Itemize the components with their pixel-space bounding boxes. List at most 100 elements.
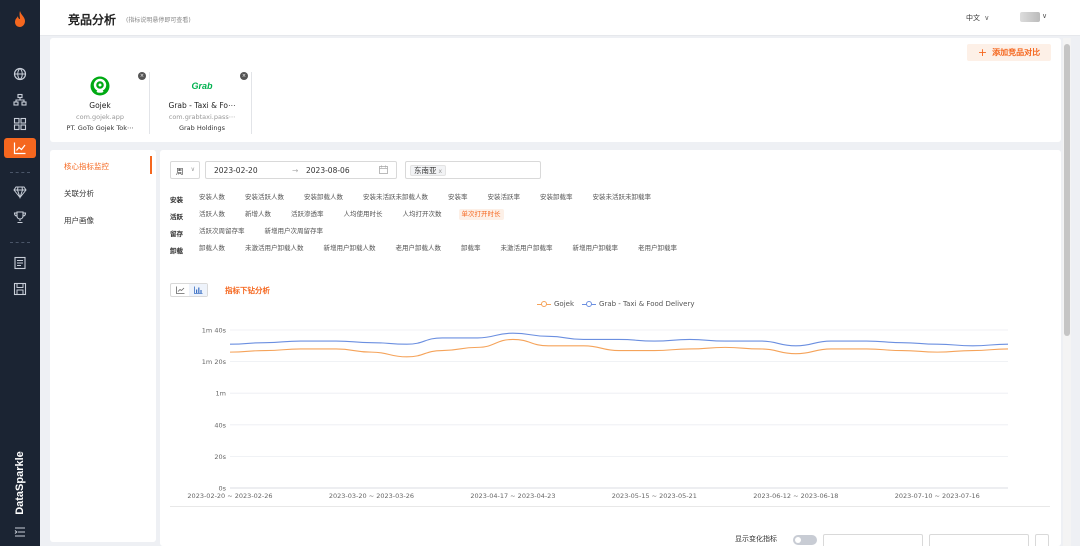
metric-item[interactable]: 单次打开时长 <box>458 209 504 220</box>
metric-item[interactable]: 安装卸载人数 <box>304 193 343 201</box>
close-icon[interactable]: × <box>138 72 146 80</box>
y-tick-label: 20s <box>214 453 226 461</box>
metric-group: 活跃 活跃人数 新增人数 活跃渗透率 人均使用时长 人均打开次数 单次打开时长 <box>170 209 1050 221</box>
top-header: 竞品分析 (指标说明悬停即可查看) 中文 ∨ ∨ <box>40 0 1080 36</box>
language-label: 中文 <box>966 14 980 22</box>
metric-item[interactable]: 安装未活跃未卸载率 <box>592 193 652 201</box>
x-tick-label: 2023-05-15 ~ 2023-05-21 <box>612 492 697 500</box>
metric-item[interactable]: 人均打开次数 <box>402 210 442 218</box>
avatar[interactable] <box>1020 12 1040 22</box>
scrollbar-thumb[interactable] <box>1064 44 1070 336</box>
line-chart: 0s 20s 40s 1m 1m 20s 1m 40s 2023-02-20 ~ 2023-… <box>187 327 1009 500</box>
bar-chart-icon[interactable] <box>189 284 207 296</box>
y-tick-label: 0s <box>218 485 226 493</box>
metric-item[interactable]: 卸载人数 <box>199 244 225 252</box>
app-card-grab[interactable]: × Grab Grab - Taxi & Fo⋯ com.grabtaxi.pa… <box>152 72 252 134</box>
subnav-item-correlation[interactable]: 关联分析 <box>64 189 94 198</box>
chevron-down-icon[interactable]: ∨ <box>1042 12 1048 20</box>
chart-bottom-controls: 显示变化指标 <box>735 534 1049 546</box>
period-select[interactable]: 周 ∨ <box>170 161 200 179</box>
line-chart-icon[interactable] <box>171 284 189 296</box>
metric-item[interactable]: 安装率 <box>448 193 468 201</box>
close-icon[interactable]: x <box>438 168 443 175</box>
add-competitor-button[interactable]: + 添加竞品对比 <box>967 44 1051 61</box>
card-divider <box>149 72 150 134</box>
save-icon[interactable] <box>13 282 27 296</box>
y-tick-label: 1m <box>216 390 226 398</box>
metric-item[interactable]: 人均使用时长 <box>343 210 383 218</box>
metric-group: 留存 活跃次周留存率 新增用户次周留存率 <box>170 226 1050 238</box>
metric-item[interactable]: 新增人数 <box>245 210 271 218</box>
metric-item[interactable]: 活跃人数 <box>199 210 225 218</box>
legend-item-gojek[interactable]: Gojek <box>537 300 574 308</box>
legend-item-grab[interactable]: Grab - Taxi & Food Delivery <box>582 300 695 308</box>
metric-category-label: 安装 <box>170 196 183 204</box>
metric-select[interactable] <box>823 534 923 546</box>
metric-item[interactable]: 卸载率 <box>461 244 481 252</box>
metric-item[interactable]: 新增用户卸载人数 <box>323 244 376 252</box>
chart-line-icon[interactable] <box>13 141 27 155</box>
metric-item[interactable]: 新增用户次周留存率 <box>264 227 324 235</box>
language-selector[interactable]: 中文 ∨ <box>966 13 989 23</box>
metric-item[interactable]: 未激活用户卸载率 <box>500 244 553 252</box>
metric-group: 安装 安装人数 安装活跃人数 安装卸载人数 安装未活跃未卸载人数 安装率 安装活跃率 安装卸载… <box>170 192 1050 204</box>
date-end[interactable]: 2023-08-06 <box>306 166 350 175</box>
x-tick-label: 2023-02-20 ~ 2023-02-26 <box>187 492 272 500</box>
competitor-panel: + 添加竞品对比 × Gojek com.gojek.app PT. GoTo … <box>50 38 1061 142</box>
hierarchy-icon[interactable] <box>13 93 27 107</box>
expand-button[interactable] <box>1035 534 1049 546</box>
series-line-1[interactable] <box>229 332 1009 347</box>
region-tag: 东南亚 x <box>410 165 447 176</box>
diamond-icon[interactable] <box>13 185 27 200</box>
date-start[interactable]: 2023-02-20 <box>214 166 258 175</box>
analysis-subnav: 核心指标监控 关联分析 用户画像 <box>50 150 156 542</box>
card-divider <box>251 72 252 134</box>
app-card-gojek[interactable]: × Gojek com.gojek.app PT. GoTo Gojek Tok… <box>50 72 150 134</box>
close-icon[interactable]: × <box>240 72 248 80</box>
series-line-0[interactable] <box>229 338 1009 358</box>
menu-icon[interactable] <box>13 525 27 539</box>
y-tick-label: 1m 40s <box>202 327 227 335</box>
chart-legend: Gojek Grab - Taxi & Food Delivery <box>537 300 695 308</box>
sort-select[interactable] <box>929 534 1029 546</box>
legend-label: Grab - Taxi & Food Delivery <box>599 300 695 308</box>
metric-item[interactable]: 活跃次周留存率 <box>199 227 245 235</box>
subnav-item-core-metrics[interactable]: 核心指标监控 <box>64 162 109 171</box>
x-tick-label: 2023-03-20 ~ 2023-03-26 <box>329 492 414 500</box>
arrow-right-icon: → <box>292 166 299 175</box>
trophy-icon[interactable] <box>13 210 27 224</box>
show-change-toggle[interactable] <box>793 535 817 545</box>
metric-item[interactable]: 安装卸载率 <box>540 193 573 201</box>
x-tick-label: 2023-07-10 ~ 2023-07-16 <box>895 492 980 500</box>
y-tick-label: 40s <box>214 421 226 429</box>
metric-item[interactable]: 安装活跃率 <box>487 193 521 201</box>
metric-item[interactable]: 老用户卸载率 <box>638 244 677 252</box>
x-tick-label: 2023-04-17 ~ 2023-04-23 <box>470 492 555 500</box>
region-select[interactable]: 东南亚 x <box>405 161 541 179</box>
globe-icon[interactable] <box>13 67 27 81</box>
report-icon[interactable] <box>13 256 27 270</box>
metric-group: 卸载 卸载人数 未激活用户卸载人数 新增用户卸载人数 老用户卸载人数 卸载率 未激活用户卸载… <box>170 243 1050 255</box>
date-range-picker[interactable]: 2023-02-20 → 2023-08-06 <box>205 161 397 179</box>
divider <box>170 506 1050 507</box>
rail-divider <box>10 242 30 243</box>
page-subtitle: (指标说明悬停即可查看) <box>126 17 191 24</box>
x-tick-label: 2023-06-12 ~ 2023-06-18 <box>753 492 838 500</box>
flame-logo[interactable] <box>12 10 28 28</box>
metric-item[interactable]: 老用户卸载人数 <box>395 244 442 252</box>
app-name: Grab - Taxi & Fo⋯ <box>168 101 236 110</box>
subnav-item-user-profile[interactable]: 用户画像 <box>64 216 94 225</box>
legend-swatch <box>537 301 551 307</box>
metric-item[interactable]: 安装未活跃未卸载人数 <box>363 193 428 201</box>
show-change-label: 显示变化指标 <box>735 535 777 543</box>
metric-item[interactable]: 安装活跃人数 <box>245 193 284 201</box>
metric-item[interactable]: 安装人数 <box>199 193 225 201</box>
metric-item[interactable]: 未激活用户卸载人数 <box>245 244 304 252</box>
grid-icon[interactable] <box>13 117 27 131</box>
app-package: com.grabtaxi.pass⋯ <box>168 113 236 121</box>
metric-item[interactable]: 新增用户卸载率 <box>572 244 619 252</box>
y-tick-label: 1m 20s <box>202 358 227 366</box>
metric-item[interactable]: 活跃渗透率 <box>291 210 324 218</box>
chart-type-toggle[interactable] <box>170 283 208 297</box>
legend-swatch <box>582 301 597 307</box>
